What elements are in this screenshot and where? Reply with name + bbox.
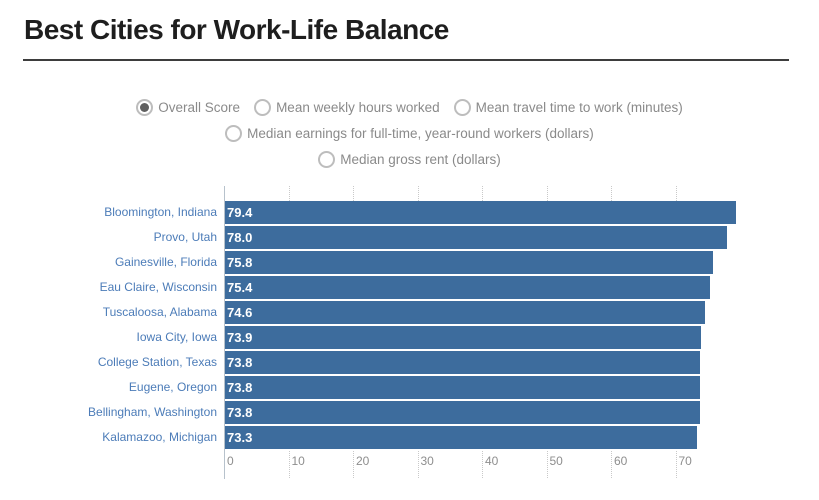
radio-icon	[136, 99, 153, 116]
bar-chart: Bloomington, Indiana79.4Provo, Utah78.0G…	[0, 186, 819, 480]
category-label: Tuscaloosa, Alabama	[0, 301, 224, 324]
bar: 73.3	[224, 426, 697, 449]
y-axis-line	[224, 186, 225, 479]
bar-value-label: 73.8	[224, 401, 252, 424]
category-label: Gainesville, Florida	[0, 251, 224, 274]
bar: 73.8	[224, 401, 700, 424]
x-axis-tick	[611, 186, 612, 201]
x-axis-tick	[289, 451, 290, 478]
x-axis-tick-label: 20	[356, 454, 369, 468]
bar-row: Eau Claire, Wisconsin75.4	[0, 276, 819, 301]
bar-row: Bloomington, Indiana79.4	[0, 201, 819, 226]
x-axis-tick-label: 50	[550, 454, 563, 468]
metric-radio-median-gross-rent-dollars[interactable]: Median gross rent (dollars)	[318, 151, 501, 168]
radio-icon	[318, 151, 335, 168]
radio-row: Overall Score Mean weekly hours worked Mea…	[0, 94, 819, 120]
metric-radio-overall-score[interactable]: Overall Score	[136, 99, 240, 116]
category-label: Eau Claire, Wisconsin	[0, 276, 224, 299]
bar-value-label: 78.0	[224, 226, 252, 249]
x-axis-tick-label: 30	[421, 454, 434, 468]
x-axis-tick	[547, 451, 548, 478]
x-axis-tick-label: 60	[614, 454, 627, 468]
radio-label: Mean travel time to work (minutes)	[476, 100, 683, 115]
metric-radio-mean-weekly-hours-worked[interactable]: Mean weekly hours worked	[254, 99, 440, 116]
radio-label: Median gross rent (dollars)	[340, 152, 501, 167]
bar: 73.8	[224, 351, 700, 374]
bar-row: Tuscaloosa, Alabama74.6	[0, 301, 819, 326]
bar: 79.4	[224, 201, 736, 224]
x-axis-tick	[676, 186, 677, 201]
page: Best Cities for Work-Life Balance Overal…	[0, 0, 819, 500]
title-divider	[23, 59, 789, 61]
bar-value-label: 75.4	[224, 276, 252, 299]
category-label: Iowa City, Iowa	[0, 326, 224, 349]
x-axis-tick	[547, 186, 548, 201]
bar: 75.4	[224, 276, 710, 299]
category-label: Bloomington, Indiana	[0, 201, 224, 224]
category-label: Eugene, Oregon	[0, 376, 224, 399]
x-axis-tick	[482, 186, 483, 201]
x-axis-tick	[676, 451, 677, 478]
bar-row: Provo, Utah78.0	[0, 226, 819, 251]
radio-label: Mean weekly hours worked	[276, 100, 440, 115]
x-axis-tick	[353, 451, 354, 478]
bar-value-label: 75.8	[224, 251, 252, 274]
x-axis-tick	[418, 451, 419, 478]
x-axis-tick-label: 70	[679, 454, 692, 468]
bar-row: Bellingham, Washington73.8	[0, 401, 819, 426]
bar-row: College Station, Texas73.8	[0, 351, 819, 376]
radio-label: Median earnings for full-time, year-roun…	[247, 126, 594, 141]
x-axis-tick-label: 10	[292, 454, 305, 468]
bar: 75.8	[224, 251, 713, 274]
radio-row: Median earnings for full-time, year-roun…	[0, 120, 819, 146]
bar-value-label: 74.6	[224, 301, 252, 324]
bar-rows: Bloomington, Indiana79.4Provo, Utah78.0G…	[0, 201, 819, 451]
x-axis-tick-label: 0	[227, 454, 234, 468]
metric-radio-mean-travel-time-to-work-minutes[interactable]: Mean travel time to work (minutes)	[454, 99, 683, 116]
bar: 74.6	[224, 301, 705, 324]
radio-icon	[254, 99, 271, 116]
bar-value-label: 73.9	[224, 326, 252, 349]
metric-radio-median-earnings-for-full-time-year-round-workers-dollars[interactable]: Median earnings for full-time, year-roun…	[225, 125, 594, 142]
radio-icon	[454, 99, 471, 116]
x-axis-tick	[611, 451, 612, 478]
x-axis-tick	[289, 186, 290, 201]
bar-value-label: 73.8	[224, 376, 252, 399]
radio-label: Overall Score	[158, 100, 240, 115]
page-title: Best Cities for Work-Life Balance	[24, 14, 449, 46]
x-axis-tick-label: 40	[485, 454, 498, 468]
radio-row: Median gross rent (dollars)	[0, 146, 819, 172]
category-label: Bellingham, Washington	[0, 401, 224, 424]
bar-row: Gainesville, Florida75.8	[0, 251, 819, 276]
bar-row: Iowa City, Iowa73.9	[0, 326, 819, 351]
bar-row: Eugene, Oregon73.8	[0, 376, 819, 401]
bar-value-label: 79.4	[224, 201, 252, 224]
bar: 73.9	[224, 326, 701, 349]
bar-value-label: 73.3	[224, 426, 252, 449]
bar-value-label: 73.8	[224, 351, 252, 374]
metric-radio-group: Overall Score Mean weekly hours worked Mea…	[0, 94, 819, 172]
category-label: College Station, Texas	[0, 351, 224, 374]
bar-row: Kalamazoo, Michigan73.3	[0, 426, 819, 451]
radio-icon	[225, 125, 242, 142]
bar: 73.8	[224, 376, 700, 399]
x-axis-tick	[482, 451, 483, 478]
x-axis-tick	[418, 186, 419, 201]
bar: 78.0	[224, 226, 727, 249]
x-axis-tick	[353, 186, 354, 201]
category-label: Provo, Utah	[0, 226, 224, 249]
category-label: Kalamazoo, Michigan	[0, 426, 224, 449]
